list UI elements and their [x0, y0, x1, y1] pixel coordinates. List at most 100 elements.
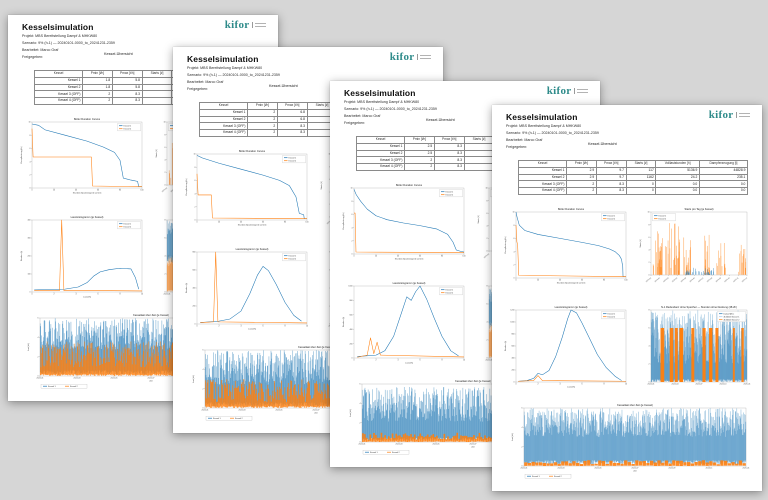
overview-label: Kessel-Übersicht	[269, 84, 298, 88]
svg-text:2024-01: 2024-01	[648, 384, 655, 386]
svg-text:40: 40	[240, 222, 242, 224]
svg-text:10: 10	[625, 384, 627, 386]
svg-text:4: 4	[397, 360, 398, 362]
svg-text:2: 2	[165, 274, 166, 276]
svg-text:Stunden [h] (absteigend sortie: Stunden [h] (absteigend sortiert)	[238, 223, 267, 226]
page-title: Kesselsimulation	[506, 112, 578, 122]
svg-text:6: 6	[522, 408, 523, 410]
svg-text:6: 6	[165, 147, 166, 149]
svg-text:100: 100	[624, 280, 627, 282]
svg-text:4: 4	[165, 256, 166, 258]
svg-text:0: 0	[353, 256, 354, 258]
svg-text:Kessel 1: Kessel 1	[289, 157, 298, 159]
svg-text:0: 0	[196, 222, 197, 224]
svg-text:2024-01: 2024-01	[37, 378, 44, 380]
svg-text:4: 4	[30, 161, 31, 163]
svg-text:Boiler Duration Curves: Boiler Duration Curves	[74, 117, 101, 121]
svg-text:Starts [#]: Starts [#]	[155, 149, 158, 157]
overview-label: Kessel-Übersicht	[104, 52, 133, 56]
svg-text:0: 0	[487, 358, 488, 360]
svg-text:600: 600	[511, 346, 514, 348]
svg-text:8: 8	[487, 286, 488, 288]
svg-text:2024-11: 2024-11	[706, 468, 713, 470]
svg-text:800: 800	[511, 334, 514, 336]
svg-text:2: 2	[514, 265, 515, 267]
svg-text:80: 80	[284, 222, 286, 224]
editor-line: Bearbeitet: Marco Graf	[187, 80, 224, 85]
svg-text:Kessellast über Zeit (je Kesse: Kessellast über Zeit (je Kessel)	[617, 403, 653, 407]
overview-label: Kessel-Übersicht	[426, 118, 455, 122]
table-cell: Kessel 4 (OFF)	[517, 187, 568, 195]
svg-text:Kessel 2: Kessel 2	[124, 226, 133, 228]
report-page-4[interactable]: Kesselsimulation Projekt: MBS Bereitstel…	[492, 105, 762, 491]
svg-text:Kessel 1: Kessel 1	[370, 452, 379, 454]
svg-text:8: 8	[649, 310, 650, 312]
svg-text:80: 80	[603, 280, 605, 282]
svg-text:2025-01: 2025-01	[744, 384, 751, 386]
svg-text:20: 20	[218, 222, 220, 224]
released-line: Freigegeben:	[506, 144, 528, 149]
svg-text:2024-07: 2024-07	[632, 468, 639, 470]
svg-text:6: 6	[581, 384, 582, 386]
scenario-line: Szenario: 9% (h-1) — 20240101-0000_to_20…	[187, 73, 280, 78]
svg-text:4: 4	[38, 337, 39, 339]
table-cell: Kessel 4 (OFF)	[198, 129, 249, 137]
report-header: Kesselsimulation Projekt: MBS Bereitstel…	[506, 112, 750, 150]
svg-text:Stunden [h] (absteigend sortie: Stunden [h] (absteigend sortiert)	[73, 191, 102, 194]
svg-text:200: 200	[27, 256, 30, 258]
kifor-logo: kifor	[390, 51, 431, 63]
svg-text:Kessel 2: Kessel 2	[446, 292, 455, 294]
svg-text:0: 0	[165, 292, 166, 294]
svg-text:100: 100	[305, 222, 308, 224]
svg-text:4: 4	[514, 251, 515, 253]
svg-text:6: 6	[262, 326, 263, 328]
overview-label: Kessel-Übersicht	[588, 142, 617, 146]
svg-text:2024-03: 2024-03	[239, 410, 246, 412]
svg-text:Stunden [h] (absteigend sortie: Stunden [h] (absteigend sortiert)	[557, 281, 586, 284]
svg-text:60: 60	[419, 256, 421, 258]
svg-text:2024-01: 2024-01	[646, 277, 652, 283]
svg-text:80: 80	[441, 256, 443, 258]
svg-text:8: 8	[649, 224, 650, 226]
svg-text:2: 2	[487, 238, 488, 240]
svg-text:0: 0	[165, 185, 166, 187]
svg-text:Last [t/h]: Last [t/h]	[405, 361, 413, 364]
svg-text:2024-01: 2024-01	[327, 219, 333, 225]
svg-text:Zeit: Zeit	[149, 379, 153, 382]
svg-text:Last-Histogramm (je Kessel): Last-Histogramm (je Kessel)	[71, 215, 104, 219]
svg-text:2024-03: 2024-03	[663, 277, 669, 283]
svg-text:4: 4	[195, 193, 196, 195]
svg-text:6: 6	[195, 180, 196, 182]
svg-text:0: 0	[352, 358, 353, 360]
chart-duration-curves: Boiler Duration Curves 0 2 4 6 8 100 20 40 60 80 10…	[504, 207, 628, 285]
svg-text:4: 4	[165, 160, 166, 162]
svg-text:4: 4	[487, 226, 488, 228]
svg-text:100: 100	[462, 256, 465, 258]
svg-text:Kessellast über Zeit (je Kesse: Kessellast über Zeit (je Kessel)	[298, 345, 334, 349]
svg-text:6: 6	[360, 384, 361, 386]
svg-text:8: 8	[487, 200, 488, 202]
svg-text:2: 2	[165, 172, 166, 174]
svg-text:10: 10	[328, 154, 330, 156]
svg-text:Last [t/h]: Last [t/h]	[349, 409, 352, 417]
svg-text:Kessel 1: Kessel 1	[124, 223, 133, 225]
svg-text:2024-08: 2024-08	[707, 277, 713, 283]
svg-text:10: 10	[350, 188, 352, 190]
svg-text:100: 100	[27, 274, 30, 276]
chart-kessellast-zeit: Kessellast über Zeit (je Kessel) 0 2 4 6 2024…	[511, 403, 749, 479]
svg-text:6: 6	[487, 304, 488, 306]
svg-text:Dampfleistung [t/h]: Dampfleistung [t/h]	[504, 236, 507, 253]
svg-text:8: 8	[119, 294, 120, 296]
svg-text:0: 0	[522, 466, 523, 468]
chart-starts-pro-tag: Starts pro Tag (je Kessel) 0 2 4 6 8 10 2024-01…	[639, 207, 748, 283]
table-cell	[141, 97, 173, 105]
svg-text:8: 8	[514, 225, 515, 227]
svg-text:8: 8	[284, 326, 285, 328]
table-cell: Kessel 4 (OFF)	[33, 97, 84, 105]
svg-text:2024-09: 2024-09	[669, 468, 676, 470]
svg-text:Last [t/h]: Last [t/h]	[192, 375, 195, 383]
svg-text:Kessel 1: Kessel 1	[608, 313, 617, 315]
svg-text:Last [t/h]: Last [t/h]	[248, 327, 256, 330]
